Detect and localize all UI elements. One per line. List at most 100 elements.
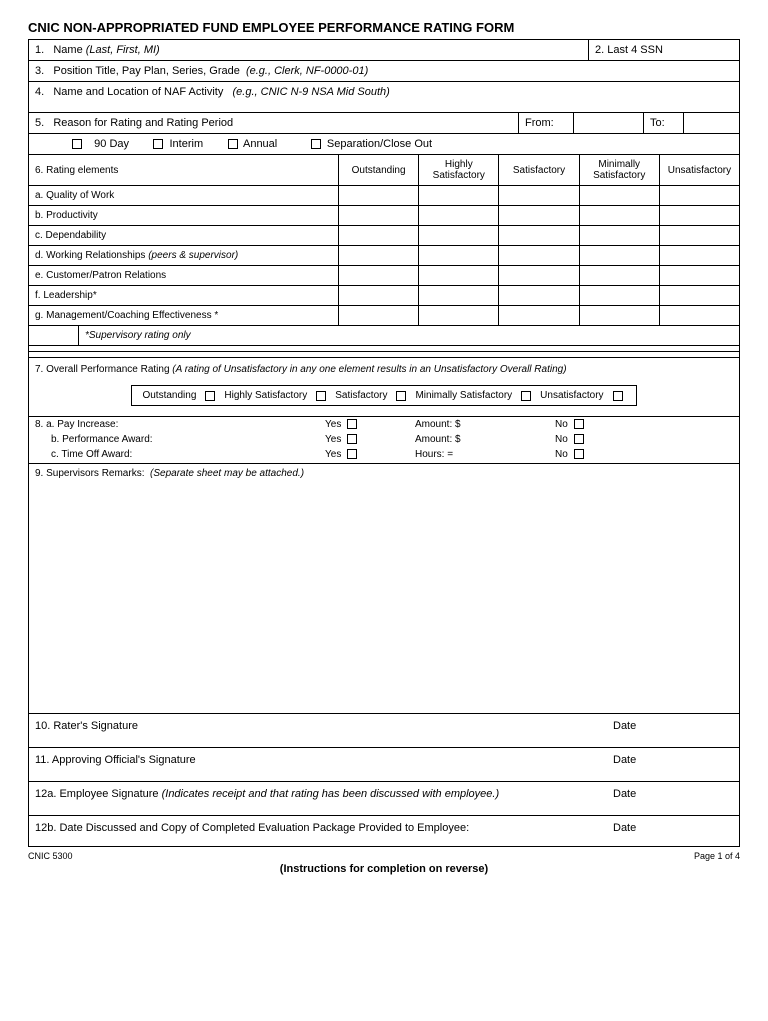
checkbox-pay-yes[interactable] — [347, 419, 357, 429]
rating-cell[interactable] — [580, 226, 660, 245]
field-label: 7. Overall Performance Rating — [35, 364, 170, 375]
supervisor-remarks[interactable]: 9. Supervisors Remarks: (Separate sheet … — [29, 464, 739, 714]
rating-cell[interactable] — [499, 246, 579, 265]
no-label: No — [555, 449, 568, 460]
field-position[interactable]: 3. Position Title, Pay Plan, Series, Gra… — [29, 61, 739, 81]
rating-cell[interactable] — [339, 186, 419, 205]
field-hint: (e.g., Clerk, NF-0000-01) — [246, 65, 368, 77]
field-label: Position Title, Pay Plan, Series, Grade — [53, 65, 239, 77]
element-relationships: d. Working Relationships (peers & superv… — [29, 246, 339, 265]
rating-cell[interactable] — [339, 286, 419, 305]
col-highly: Highly Satisfactory — [419, 155, 499, 185]
amount-label: Amount: $ — [415, 434, 555, 445]
date-label: Date — [613, 754, 733, 775]
checkbox-90day[interactable] — [72, 139, 82, 149]
rating-cell[interactable] — [660, 186, 739, 205]
opt-label: Interim — [170, 138, 204, 150]
checkbox-timeoff-no[interactable] — [574, 449, 584, 459]
supervisory-note: *Supervisory rating only — [79, 326, 739, 345]
opt-label: 90 Day — [94, 138, 129, 150]
field-activity[interactable]: 4. Name and Location of NAF Activity (e.… — [29, 82, 739, 112]
rating-cell[interactable] — [499, 186, 579, 205]
rating-cell[interactable] — [419, 186, 499, 205]
rating-cell[interactable] — [499, 306, 579, 325]
checkbox-ov-outstanding[interactable] — [205, 391, 215, 401]
checkbox-ov-unsat[interactable] — [613, 391, 623, 401]
rating-cell[interactable] — [580, 186, 660, 205]
form-id: CNIC 5300 — [28, 851, 73, 861]
page-number: Page 1 of 4 — [694, 851, 740, 861]
rating-cell[interactable] — [339, 226, 419, 245]
rating-cell[interactable] — [499, 206, 579, 225]
element-quality: a. Quality of Work — [29, 186, 339, 205]
approving-signature[interactable]: 11. Approving Official's Signature — [35, 754, 613, 775]
rating-cell[interactable] — [339, 206, 419, 225]
rating-cell[interactable] — [419, 226, 499, 245]
overall-options: Outstanding Highly Satisfactory Satisfac… — [131, 385, 636, 406]
rating-cell[interactable] — [660, 206, 739, 225]
rating-cell[interactable] — [660, 306, 739, 325]
rating-cell[interactable] — [499, 266, 579, 285]
date-discussed[interactable]: 12b. Date Discussed and Copy of Complete… — [35, 822, 613, 840]
to-value[interactable] — [684, 113, 739, 133]
checkbox-timeoff-yes[interactable] — [347, 449, 357, 459]
rating-cell[interactable] — [419, 246, 499, 265]
rating-cell[interactable] — [419, 266, 499, 285]
rating-cell[interactable] — [580, 306, 660, 325]
employee-signature[interactable]: 12a. Employee Signature (Indicates recei… — [35, 788, 613, 809]
field-reason: 5. Reason for Rating and Rating Period — [29, 113, 519, 133]
checkbox-ov-highly[interactable] — [316, 391, 326, 401]
yes-label: Yes — [325, 449, 341, 460]
element-leadership: f. Leadership* — [29, 286, 339, 305]
form-title: CNIC NON-APPROPRIATED FUND EMPLOYEE PERF… — [28, 20, 740, 35]
to-label: To: — [644, 113, 684, 133]
rating-cell[interactable] — [339, 266, 419, 285]
rating-cell[interactable] — [580, 266, 660, 285]
field-ssn[interactable]: 2. Last 4 SSN — [589, 40, 739, 60]
rating-cell[interactable] — [499, 286, 579, 305]
checkbox-separation[interactable] — [311, 139, 321, 149]
ov-label: Satisfactory — [335, 390, 387, 401]
checkbox-ov-min[interactable] — [521, 391, 531, 401]
rating-cell[interactable] — [660, 286, 739, 305]
checkbox-interim[interactable] — [153, 139, 163, 149]
rating-cell[interactable] — [339, 246, 419, 265]
element-dependability: c. Dependability — [29, 226, 339, 245]
rating-cell[interactable] — [419, 206, 499, 225]
checkbox-award-yes[interactable] — [347, 434, 357, 444]
rating-cell[interactable] — [339, 306, 419, 325]
rating-cell[interactable] — [580, 206, 660, 225]
checkbox-ov-sat[interactable] — [396, 391, 406, 401]
performance-award-row: b. Performance Award: Yes Amount: $ No — [29, 432, 739, 447]
time-off-row: c. Time Off Award: Yes Hours: = No — [29, 447, 739, 464]
rating-cell[interactable] — [580, 246, 660, 265]
checkbox-annual[interactable] — [228, 139, 238, 149]
ov-label: Highly Satisfactory — [224, 390, 307, 401]
rating-cell[interactable] — [660, 266, 739, 285]
checkbox-pay-no[interactable] — [574, 419, 584, 429]
yes-label: Yes — [325, 419, 341, 430]
rating-cell[interactable] — [580, 286, 660, 305]
from-value[interactable] — [574, 113, 644, 133]
field-label: Last 4 SSN — [607, 44, 663, 56]
field-hint: (A rating of Unsatisfactory in any one e… — [172, 364, 566, 375]
rating-cell[interactable] — [419, 286, 499, 305]
yes-label: Yes — [325, 434, 341, 445]
field-hint: (Last, First, MI) — [86, 44, 160, 56]
checkbox-award-no[interactable] — [574, 434, 584, 444]
col-outstanding: Outstanding — [339, 155, 419, 185]
field-name[interactable]: 1. Name (Last, First, MI) — [29, 40, 589, 60]
date-label: Date — [613, 822, 733, 840]
rating-cell[interactable] — [419, 306, 499, 325]
rating-cell[interactable] — [660, 246, 739, 265]
ov-label: Outstanding — [142, 390, 196, 401]
rating-cell[interactable] — [660, 226, 739, 245]
rater-signature[interactable]: 10. Rater's Signature — [35, 720, 613, 741]
rating-cell[interactable] — [499, 226, 579, 245]
amount-label: Amount: $ — [415, 419, 555, 430]
rating-elements-header: 6. Rating elements — [29, 155, 339, 185]
field-num: 2. — [595, 44, 604, 56]
field-label: Name — [53, 44, 82, 56]
ov-label: Minimally Satisfactory — [415, 390, 512, 401]
element-hint: (peers & supervisor) — [148, 250, 238, 261]
